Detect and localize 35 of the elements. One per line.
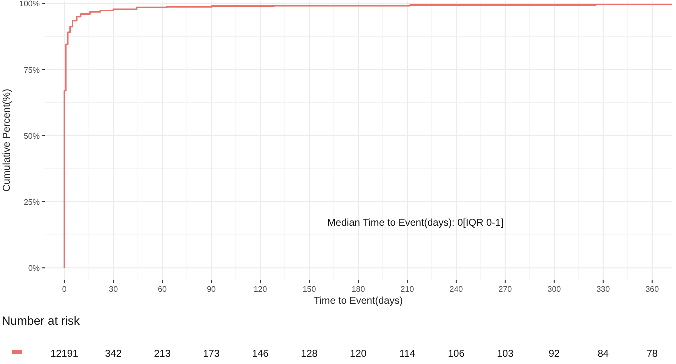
text: 213	[154, 349, 172, 360]
text: 78	[646, 349, 658, 360]
text: 84	[598, 349, 610, 360]
x-tick-label: 30	[109, 285, 119, 294]
x-tick-label: 150	[302, 285, 317, 294]
x-tick-label: 120	[254, 285, 268, 294]
text: 12191	[50, 349, 79, 360]
text: 146	[252, 349, 270, 360]
x-axis-title: Time to Event(days)	[314, 296, 404, 307]
x-tick-label: 90	[207, 285, 217, 294]
text: 173	[203, 349, 220, 360]
y-tick-label: 0%	[28, 264, 40, 274]
x-tick-label: 60	[158, 285, 168, 294]
y-axis-title: Cumulative Percent(%)	[2, 89, 13, 192]
x-tick-label: 240	[450, 285, 464, 294]
x-tick-label: 270	[498, 285, 513, 294]
text: 114	[400, 349, 416, 360]
x-tick-label: 0	[62, 285, 68, 294]
text: 342	[105, 349, 122, 360]
text: Number at risk	[2, 314, 82, 328]
x-tick-label: 360	[646, 285, 660, 294]
x-tick-label: 330	[596, 285, 611, 294]
y-tick-label: 50%	[24, 132, 40, 141]
x-tick-label: 300	[548, 285, 562, 294]
text: 106	[448, 349, 466, 360]
text: 92	[548, 349, 560, 360]
y-tick-label: 100%	[20, 0, 40, 9]
text: 128	[301, 349, 318, 360]
x-tick-label: 180	[352, 285, 366, 294]
y-tick-label: 25%	[24, 198, 40, 207]
x-tick-label: 210	[400, 285, 415, 294]
annotation: Median Time to Event(days): 0[IQR 0-1]	[328, 218, 504, 229]
y-tick-label: 75%	[24, 66, 40, 75]
text: 120	[350, 349, 368, 360]
text: 103	[497, 349, 514, 360]
